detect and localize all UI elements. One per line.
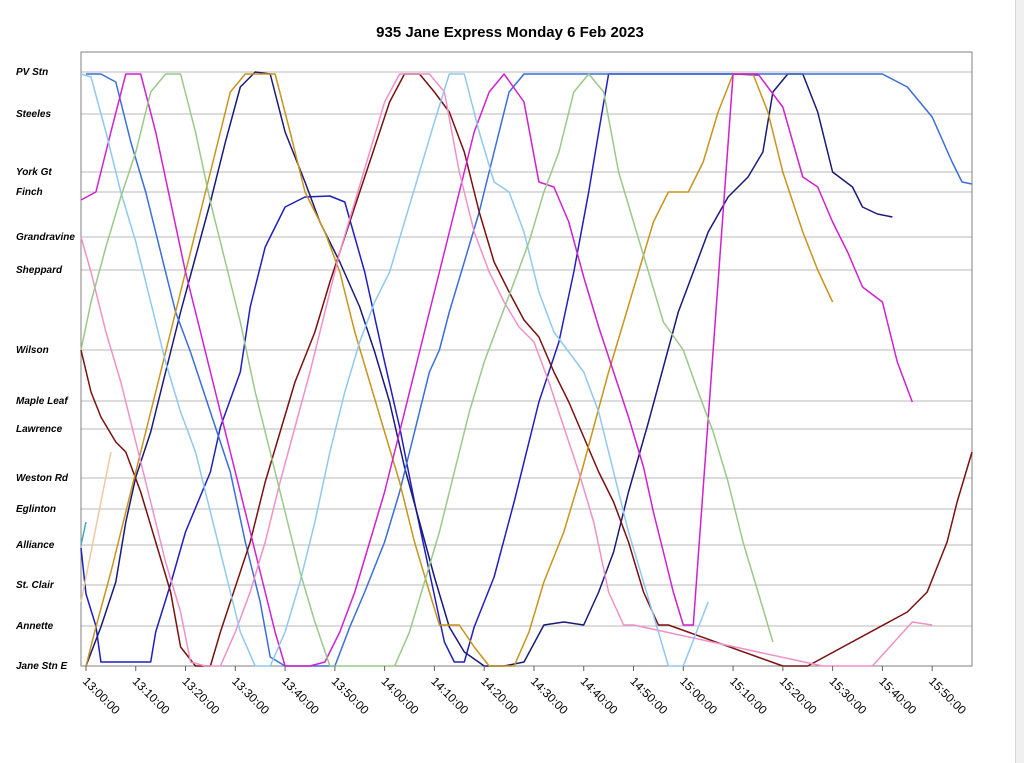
series-line-7 <box>80 73 709 667</box>
x-tick-label: 15:30:00 <box>827 674 870 717</box>
station-label: Maple Leaf <box>16 396 69 407</box>
station-label: Steeles <box>16 109 51 120</box>
x-tick-label: 14:00:00 <box>379 674 422 717</box>
series-line-0 <box>80 73 759 663</box>
station-label: Annette <box>15 621 54 632</box>
station-label: Alliance <box>15 540 55 551</box>
station-label: Lawrence <box>16 424 63 435</box>
x-tick-label: 13:20:00 <box>179 674 222 717</box>
station-label: Wilson <box>16 345 49 356</box>
x-tick-label: 15:00:00 <box>677 674 720 717</box>
x-tick-label: 13:50:00 <box>329 674 372 717</box>
x-tick-label: 14:30:00 <box>528 674 571 717</box>
x-tick-label: 14:40:00 <box>578 674 621 717</box>
plot-area <box>80 51 973 667</box>
series-line-10 <box>80 451 112 603</box>
series-line-6 <box>80 73 933 667</box>
series-layer <box>80 71 973 667</box>
x-tick-label: 13:40:00 <box>279 674 322 717</box>
station-labels: PV Stn Steeles York Gt Finch Grandravine Shep… <box>15 67 75 672</box>
station-label: PV Stn <box>16 67 48 78</box>
x-tick-label: 14:10:00 <box>428 674 471 717</box>
x-tick-label: 14:20:00 <box>478 674 521 717</box>
station-label: Sheppard <box>16 265 63 276</box>
series-line-5 <box>80 73 914 667</box>
window-edge <box>1015 0 1024 763</box>
gridlines <box>81 71 972 667</box>
series-line-1 <box>85 71 893 667</box>
station-label: Eglinton <box>16 504 56 515</box>
station-label: York Gt <box>16 167 52 178</box>
x-tick-label: 13:30:00 <box>229 674 272 717</box>
series-line-8 <box>80 73 774 667</box>
station-label: St. Clair <box>16 580 55 591</box>
time-labels: 13:00:00 13:10:00 13:20:00 13:30:00 13:40:00… <box>80 666 969 717</box>
x-tick-label: 15:50:00 <box>926 674 969 717</box>
x-tick-label: 15:10:00 <box>727 674 770 717</box>
x-tick-label: 13:00:00 <box>80 674 123 717</box>
station-label: Weston Rd <box>16 473 69 484</box>
series-line-9 <box>80 521 87 546</box>
x-tick-label: 13:10:00 <box>130 674 173 717</box>
x-tick-label: 15:40:00 <box>876 674 919 717</box>
series-line-4 <box>85 73 834 667</box>
chart-title: 935 Jane Express Monday 6 Feb 2023 <box>376 24 644 41</box>
station-label: Jane Stn E <box>16 661 67 672</box>
x-tick-label: 14:50:00 <box>627 674 670 717</box>
station-label: Finch <box>16 187 43 198</box>
series-line-3 <box>80 73 973 667</box>
x-tick-label: 15:20:00 <box>777 674 820 717</box>
series-line-2 <box>86 73 973 667</box>
station-label: Grandravine <box>16 232 75 243</box>
